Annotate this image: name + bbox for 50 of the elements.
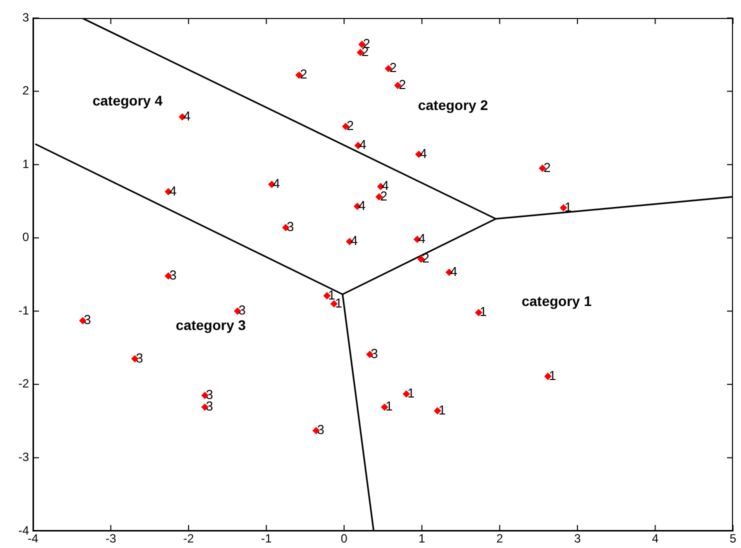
- text: 4: [183, 108, 191, 124]
- x-tick-label: 4: [652, 532, 659, 546]
- text: 2: [346, 118, 354, 134]
- text: 2: [380, 188, 388, 204]
- text: 4: [359, 137, 366, 152]
- text: 4: [418, 230, 426, 246]
- y-tick-label: -1: [18, 303, 30, 318]
- text: 1: [407, 386, 415, 401]
- series-label: 4: [358, 198, 366, 213]
- text: 3: [238, 302, 246, 318]
- x-tick-label: -3: [105, 532, 116, 546]
- text: 3: [286, 219, 294, 234]
- annotation: category 1: [522, 293, 592, 310]
- y-tick-label: 1: [22, 156, 30, 171]
- x-tick-label: 1: [418, 532, 426, 546]
- text: 1: [548, 368, 556, 383]
- annotation: category 2: [418, 97, 488, 114]
- x-tick-label: 5: [730, 532, 737, 546]
- text: 1: [564, 199, 572, 214]
- text: 3: [169, 268, 177, 283]
- text: 1: [480, 304, 487, 320]
- text: 2: [300, 66, 308, 82]
- x-tick-label: 3: [574, 532, 582, 546]
- text: 4: [169, 183, 177, 198]
- text: 1: [386, 398, 393, 414]
- text: 4: [350, 233, 358, 248]
- annotation: category 4: [92, 92, 163, 108]
- text: 4: [450, 264, 458, 279]
- text: 4: [420, 146, 428, 161]
- annotation: category 3: [176, 317, 246, 334]
- x-tick-label: 0: [340, 532, 348, 546]
- text: 3: [136, 350, 144, 366]
- y-tick-label: -3: [18, 450, 30, 464]
- x-tick-label: -1: [260, 532, 272, 546]
- y-tick-label: 3: [22, 10, 30, 24]
- series-label: 3: [317, 422, 324, 438]
- text: 3: [370, 346, 378, 361]
- y-tick-label: -2: [18, 376, 30, 391]
- text: 4: [272, 176, 280, 191]
- series-label: 1: [328, 287, 336, 302]
- y-tick-label: 0: [22, 230, 30, 244]
- x-tick-label: -2: [183, 532, 194, 546]
- text: 1: [335, 295, 342, 310]
- text: 2: [389, 60, 397, 76]
- text: 2: [398, 77, 406, 92]
- text: 2: [543, 160, 551, 175]
- y-tick-label: 2: [22, 84, 30, 98]
- text: 1: [438, 402, 446, 418]
- x-tick-label: 2: [496, 532, 504, 546]
- text: 3: [84, 312, 92, 328]
